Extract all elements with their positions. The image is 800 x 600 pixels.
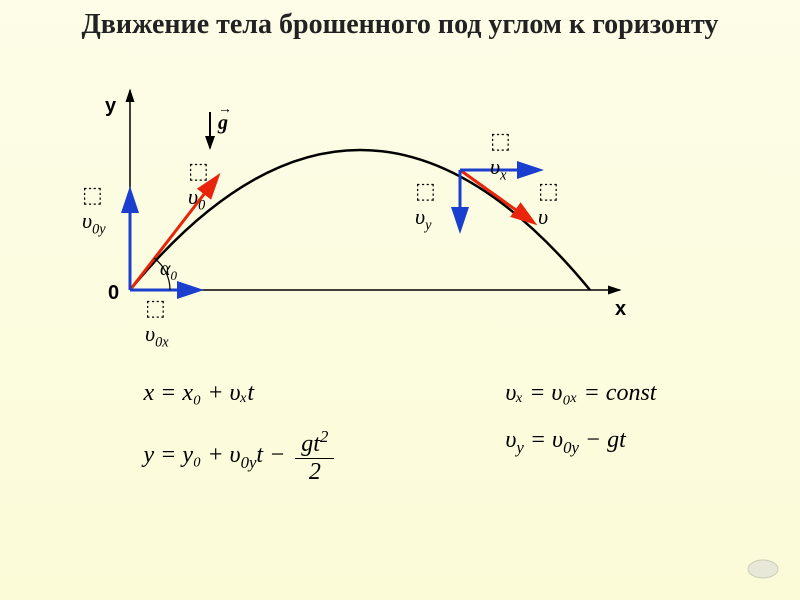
eq-vy: υy = υ0y − gt xyxy=(505,427,656,458)
vy-label: ⬚ υy xyxy=(415,178,436,234)
alpha-label: α0 xyxy=(160,258,177,284)
next-slide-button[interactable] xyxy=(746,558,780,580)
trajectory-diagram: y x 0 → g ⬚ υ0 ⬚ υ0y ⬚ υ0x α0 ⬚ υx ⬚ υy … xyxy=(60,70,660,350)
g-label: → g xyxy=(218,112,228,135)
right-equations: υₓ = υ₀ₓ = const υy = υ0y − gt xyxy=(505,380,656,506)
left-equations: x = x₀ + υₓt y = y₀ + υ0yt − gt22 xyxy=(144,380,339,506)
page-title: Движение тела брошенного под углом к гор… xyxy=(0,0,800,42)
v0y-label: ⬚ υ0y xyxy=(82,182,106,238)
eq-x: x = x₀ + υₓt xyxy=(144,380,339,407)
x-axis-label: x xyxy=(615,298,626,321)
v0-label: ⬚ υ0 xyxy=(188,158,209,214)
eq-vx: υₓ = υ₀ₓ = const xyxy=(505,380,656,407)
eq-y: y = y₀ + υ0yt − gt22 xyxy=(144,427,339,486)
v0x-label: ⬚ υ0x xyxy=(145,295,169,351)
equations-block: x = x₀ + υₓt y = y₀ + υ0yt − gt22 υₓ = υ… xyxy=(0,380,800,506)
origin-label: 0 xyxy=(108,282,119,305)
oval-next-icon xyxy=(746,558,780,580)
v-label: ⬚ υ xyxy=(538,178,559,230)
y-axis-label: y xyxy=(105,95,116,118)
vx-label: ⬚ υx xyxy=(490,128,511,184)
